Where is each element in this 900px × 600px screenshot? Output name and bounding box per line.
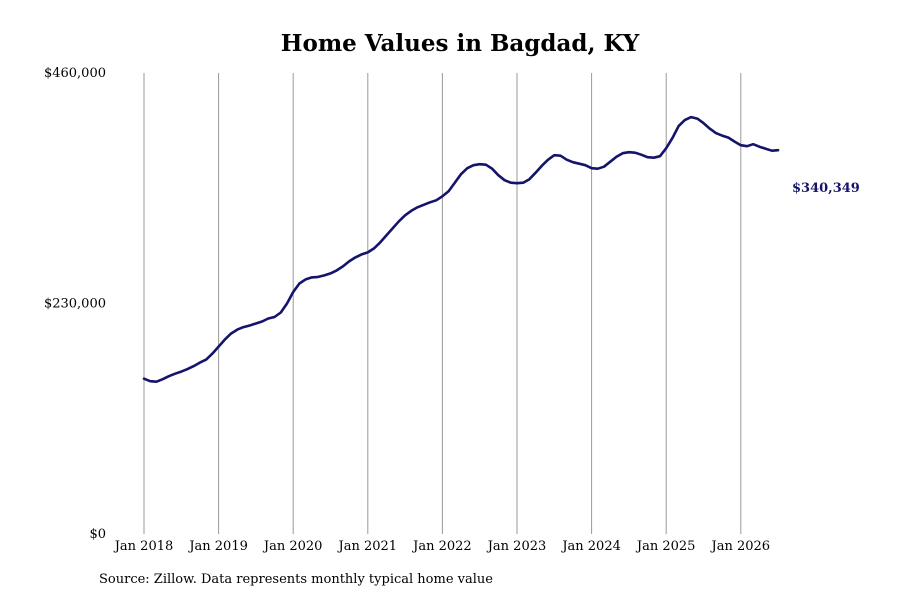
x-tick-label: Jan 2019 <box>187 539 248 554</box>
gridlines <box>143 73 742 534</box>
x-tick-label: Jan 2026 <box>710 539 771 554</box>
y-tick-label: $460,000 <box>44 66 106 81</box>
y-tick-label: $0 <box>89 527 106 542</box>
x-tick-label: Jan 2020 <box>262 539 323 554</box>
home-value-series-line <box>142 115 780 383</box>
y-tick-label: $230,000 <box>44 297 106 312</box>
chart-title: Home Values in Bagdad, KY <box>281 30 640 57</box>
x-tick-label: Jan 2018 <box>113 539 174 554</box>
source-note: Source: Zillow. Data represents monthly … <box>99 572 493 587</box>
latest-value-label: $340,349 <box>792 181 860 196</box>
x-tick-label: Jan 2023 <box>486 539 547 554</box>
x-tick-label: Jan 2022 <box>411 539 472 554</box>
x-tick-label: Jan 2024 <box>560 539 621 554</box>
x-tick-label: Jan 2021 <box>337 539 398 554</box>
y-axis-tick-labels: $0 $230,000 $460,000 <box>44 66 106 542</box>
x-tick-label: Jan 2025 <box>635 539 696 554</box>
x-axis-tick-labels: Jan 2018 Jan 2019 Jan 2020 Jan 2021 Jan 2022… <box>113 539 770 554</box>
